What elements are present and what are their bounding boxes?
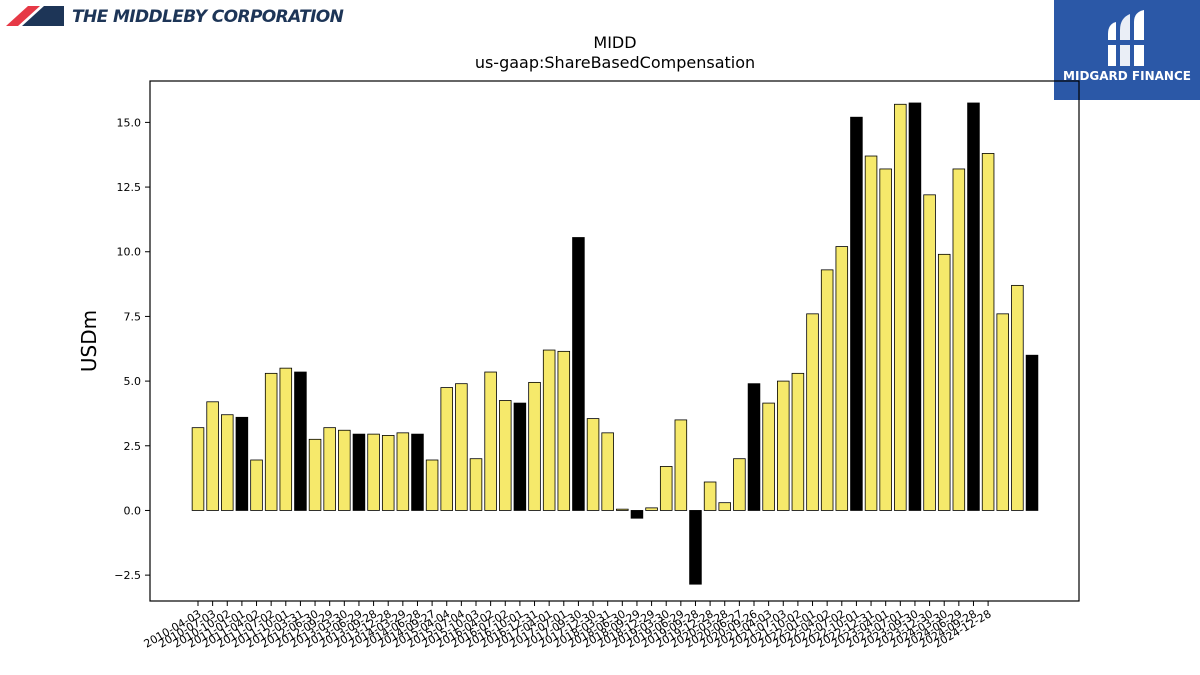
bar xyxy=(250,459,263,511)
bar xyxy=(557,350,571,511)
y-axis: −2.5 0.0 2.5 5.0 7.5 10.0 12.5 15.0 xyxy=(114,116,150,582)
bar xyxy=(308,438,322,511)
y-tick-label: −2.5 xyxy=(114,569,141,582)
bar xyxy=(499,400,512,511)
bar xyxy=(484,371,497,511)
bar xyxy=(279,367,293,511)
bar xyxy=(396,432,410,511)
y-tick-label: 5.0 xyxy=(124,375,142,388)
bar xyxy=(425,459,439,511)
bar xyxy=(718,502,731,511)
bar xyxy=(455,383,468,511)
company-name: THE MIDDLEBY CORPORATION xyxy=(72,7,344,27)
bar xyxy=(864,155,878,511)
bar xyxy=(630,510,644,519)
bar xyxy=(381,435,395,511)
chart-subtitle: us-gaap:ShareBasedCompensation xyxy=(475,53,755,72)
bar xyxy=(981,153,995,511)
y-axis-label: USDm xyxy=(77,310,101,372)
company-logo: THE MIDDLEBY CORPORATION xyxy=(6,4,344,30)
bar xyxy=(733,458,746,511)
bar xyxy=(996,313,1009,511)
bar xyxy=(352,433,366,511)
bar xyxy=(762,402,775,511)
y-tick-label: 7.5 xyxy=(124,310,142,323)
brand-logo: MIDGARD FINANCE xyxy=(1054,0,1200,100)
bar xyxy=(937,253,951,511)
bar xyxy=(850,116,863,511)
y-tick-label: 2.5 xyxy=(124,440,142,453)
bar xyxy=(923,194,936,511)
bar xyxy=(967,102,980,511)
chart-title: MIDD xyxy=(593,33,636,52)
plot-frame xyxy=(149,80,1080,602)
bar xyxy=(791,372,805,511)
bar xyxy=(689,510,702,585)
bar xyxy=(820,269,834,511)
bar xyxy=(835,246,849,511)
bar xyxy=(659,466,673,511)
bar xyxy=(952,168,966,511)
bar xyxy=(323,427,336,511)
bar xyxy=(572,237,585,511)
company-logo-mark xyxy=(6,6,64,26)
bar xyxy=(440,387,453,511)
bar xyxy=(264,372,278,511)
bar xyxy=(747,383,761,511)
bar xyxy=(601,432,614,511)
bar xyxy=(513,402,527,511)
bar xyxy=(469,458,483,511)
bar xyxy=(674,419,688,511)
bar xyxy=(806,313,819,511)
y-tick-label: 15.0 xyxy=(117,116,142,129)
bar xyxy=(235,416,249,511)
bar xyxy=(616,508,629,511)
x-axis: 2010-04-032010-07-032010-10-022011-01-01… xyxy=(142,601,994,651)
bar xyxy=(221,414,234,511)
y-tick-label: 10.0 xyxy=(117,246,142,259)
bar xyxy=(586,418,600,511)
bar xyxy=(542,349,556,511)
bar xyxy=(894,103,907,511)
bar-group xyxy=(191,102,1039,585)
bar xyxy=(338,429,351,511)
bar xyxy=(367,433,380,511)
bar xyxy=(294,371,307,511)
bar xyxy=(879,168,892,511)
bar xyxy=(908,102,922,511)
bar xyxy=(777,380,790,511)
bar xyxy=(1025,354,1039,511)
bar xyxy=(191,427,205,511)
brand-logo-mark xyxy=(1106,10,1146,66)
brand-name: MIDGARD FINANCE xyxy=(1063,69,1191,83)
bar xyxy=(411,433,424,511)
y-tick-label: 12.5 xyxy=(117,181,142,194)
bar xyxy=(645,507,658,511)
bar xyxy=(528,381,541,511)
bar xyxy=(703,481,717,511)
y-tick-label: 0.0 xyxy=(124,504,142,517)
bar xyxy=(1011,284,1024,511)
bar xyxy=(206,401,219,511)
